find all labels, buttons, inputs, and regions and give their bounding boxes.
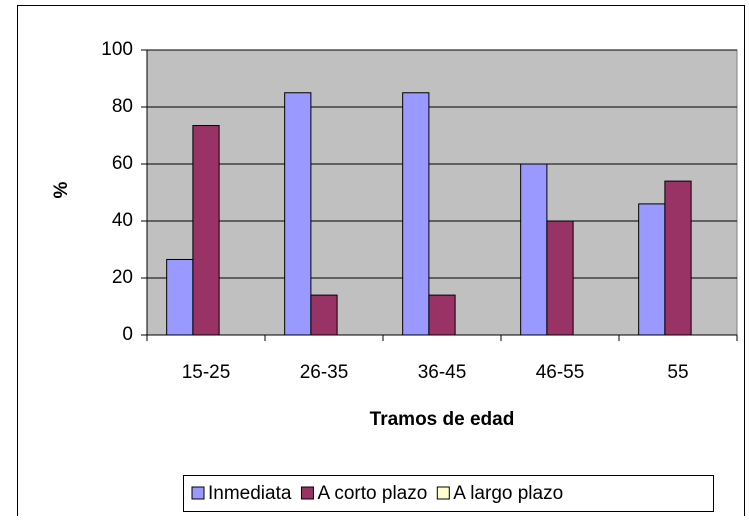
bar — [520, 163, 548, 336]
legend-label: A largo plazo — [453, 483, 563, 504]
bar — [166, 258, 194, 336]
bar — [546, 220, 574, 336]
bar — [428, 294, 456, 336]
bar — [638, 203, 666, 336]
y-tick-label: 80 — [112, 96, 133, 117]
x-tick-label: 46-55 — [536, 362, 585, 383]
y-axis-label: % — [51, 181, 72, 198]
legend-swatch — [436, 486, 450, 500]
bar — [284, 92, 312, 336]
x-tick-label: 26-35 — [300, 362, 349, 383]
legend-label: A corto plazo — [317, 483, 427, 504]
legend-label: Inmediata — [208, 483, 292, 504]
legend-swatch — [191, 486, 205, 500]
y-tick-label: 100 — [101, 39, 133, 60]
x-tick-label: 15-25 — [182, 362, 231, 383]
legend-swatch — [300, 486, 314, 500]
bar — [664, 180, 692, 336]
bar — [192, 125, 220, 336]
bar — [310, 294, 338, 336]
y-tick-label: 0 — [122, 324, 133, 345]
x-axis-label: Tramos de edad — [370, 409, 515, 430]
y-tick-label: 20 — [112, 267, 133, 288]
y-tick-label: 60 — [112, 153, 133, 174]
y-tick-label: 40 — [112, 210, 133, 231]
x-tick-label: 55 — [667, 362, 688, 383]
bar — [402, 92, 430, 336]
x-tick-label: 36-45 — [418, 362, 467, 383]
